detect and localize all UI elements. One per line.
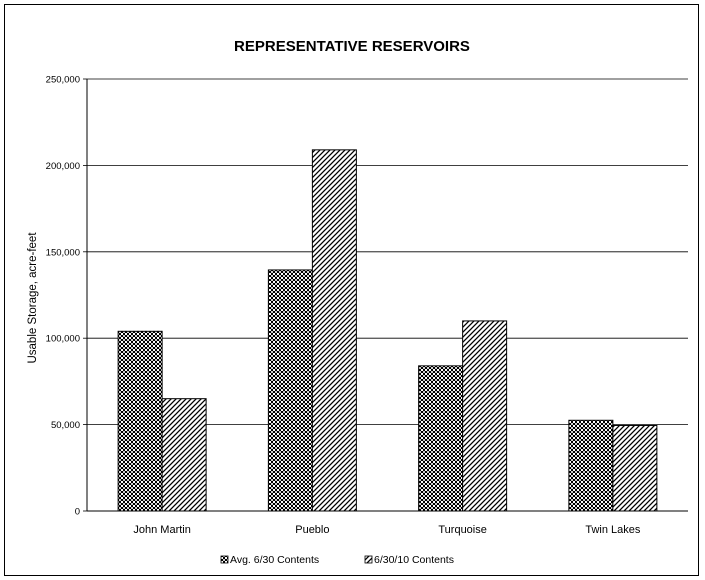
gridlines [87,78,688,426]
y-axis-label: Usable Storage, acre-feet [27,232,39,364]
category-label: John Martin [133,524,190,536]
bar-current-twin-lakes [612,424,658,512]
y-tick-label: 250,000 [46,75,80,86]
bars [117,149,658,512]
category-labels: John Martin Pueblo Turquoise Twin Lakes [133,524,641,536]
chart-title: REPRESENTATIVE RESERVOIRS [234,38,470,55]
bar-current-pueblo [311,149,357,512]
bar-current-turquoise [462,320,508,512]
category-label: Turquoise [438,524,487,536]
legend-label: 6/30/10 Contents [374,554,454,566]
legend-swatch [364,555,373,564]
legend-label: Avg. 6/30 Contents [230,554,319,566]
bar-current-john-martin [161,398,207,512]
legend-swatch [220,555,229,564]
y-tick-label: 0 [75,507,80,518]
bar-avg-twin-lakes [568,419,614,512]
bar-avg-pueblo [267,269,313,512]
y-tick-label: 200,000 [46,161,80,172]
y-tick-labels: 0 50,000 100,000 150,000 200,000 250,000 [46,75,80,518]
y-tick-label: 150,000 [46,247,80,258]
legend: Avg. 6/30 Contents 6/30/10 Contents [220,554,454,566]
y-tick-label: 50,000 [51,420,80,431]
y-tick-label: 100,000 [46,334,80,345]
bar-avg-turquoise [418,365,464,512]
category-label: Pueblo [295,524,329,536]
bar-avg-john-martin [117,330,163,512]
category-label: Twin Lakes [585,524,641,536]
chart-frame: REPRESENTATIVE RESERVOIRS 0 50,000 100,000… [4,4,699,576]
axes [83,78,688,512]
bar-chart: REPRESENTATIVE RESERVOIRS 0 50,000 100,000… [27,38,688,566]
